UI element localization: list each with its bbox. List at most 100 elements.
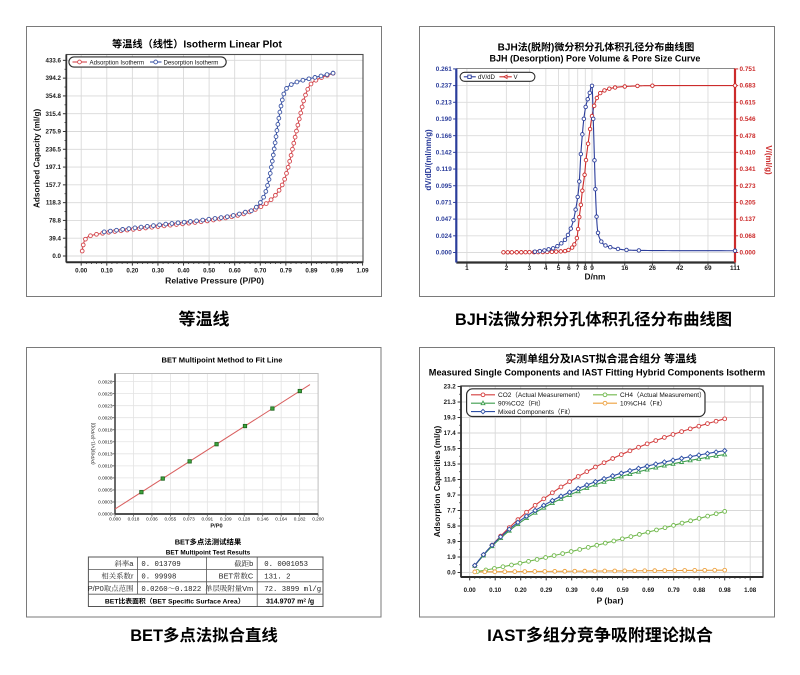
svg-text:0.018: 0.018 [128,517,140,522]
svg-text:1.09: 1.09 [357,268,370,275]
svg-text:0.055: 0.055 [165,517,177,522]
svg-text:0.39: 0.39 [566,587,579,594]
svg-text:157.7: 157.7 [46,182,62,189]
svg-text:0.1822: 0.1822 [175,586,201,594]
svg-text:BET: BET [219,572,234,581]
svg-text:0.0010: 0.0010 [98,464,113,469]
svg-text:BJH: BJH [498,43,518,54]
svg-text:0.146: 0.146 [257,517,269,522]
svg-text:0.036: 0.036 [146,517,158,522]
svg-text:0.182: 0.182 [294,517,306,522]
svg-text:0.190: 0.190 [436,116,452,123]
svg-text:0. 0001053: 0. 0001053 [264,561,308,569]
svg-text:Fit: Fit [531,401,538,408]
svg-text:10%CH4: 10%CH4 [620,401,646,408]
svg-text:8: 8 [584,265,588,272]
svg-text:0.683: 0.683 [740,83,756,90]
svg-text:Actual Measurement: Actual Measurement [640,392,700,399]
svg-text:0.60: 0.60 [229,268,242,275]
svg-text:0.00: 0.00 [464,587,477,594]
svg-text:236.5: 236.5 [46,146,62,153]
svg-text:(P/P0)/[V(1-(P/P0))]: (P/P0)/[V(1-(P/P0))] [90,423,96,465]
svg-text:0.0028: 0.0028 [98,379,113,384]
svg-text:0.751: 0.751 [740,66,756,73]
svg-text:7: 7 [576,265,580,272]
svg-text:0.047: 0.047 [436,216,452,223]
svg-text:Relative Pressure (P/P0): Relative Pressure (P/P0) [165,276,264,286]
svg-text:IAST: IAST [571,354,596,366]
svg-text:0.095: 0.095 [436,183,452,190]
svg-text:23.2: 23.2 [444,384,457,391]
svg-text:0.273: 0.273 [740,183,756,190]
svg-text:0.0025: 0.0025 [98,391,113,396]
svg-text:0.40: 0.40 [177,268,190,275]
svg-text:3: 3 [528,265,532,272]
svg-text:0.0005: 0.0005 [98,488,113,493]
svg-text:69: 69 [704,265,712,272]
svg-text:0.69: 0.69 [642,587,655,594]
svg-text:21.3: 21.3 [444,399,457,406]
svg-text:Measured Single Components and: Measured Single Components and IAST Fitt… [429,368,765,378]
svg-text:Adsorption Isotherm: Adsorption Isotherm [90,59,145,66]
svg-text:11.6: 11.6 [444,477,456,484]
svg-text:0.0020: 0.0020 [98,415,113,420]
svg-text:0.89: 0.89 [305,268,318,275]
svg-text:0.000: 0.000 [740,250,756,257]
svg-text:0. 013709: 0. 013709 [141,561,180,569]
svg-text:72. 3899 ml/g: 72. 3899 ml/g [264,586,321,594]
svg-text:0.261: 0.261 [436,66,452,73]
svg-text:1: 1 [465,265,469,272]
svg-text:0.99: 0.99 [331,268,344,275]
svg-text:78.8: 78.8 [49,218,62,225]
svg-text:0.0: 0.0 [52,253,61,260]
svg-text:0.98: 0.98 [719,587,732,594]
svg-text:5.8: 5.8 [447,523,456,530]
svg-text:39.4: 39.4 [49,235,62,242]
svg-text:6: 6 [567,265,571,272]
svg-text:D/nm: D/nm [585,272,606,282]
svg-text:0.213: 0.213 [436,99,452,106]
svg-text:Adsorption Capacities (ml/g): Adsorption Capacities (ml/g) [433,426,442,538]
svg-text:0.0000: 0.0000 [98,512,113,517]
svg-text:r: r [131,572,134,581]
svg-text:0.10: 0.10 [489,587,502,594]
svg-text:0.70: 0.70 [254,268,267,275]
svg-text:0.237: 0.237 [436,83,452,90]
svg-text:0.20: 0.20 [126,268,139,275]
svg-text:433.6: 433.6 [46,57,62,64]
svg-text:BET: BET [130,627,163,645]
svg-text:BJH (Desorption) Pore Volume &: BJH (Desorption) Pore Volume & Pore Size… [490,54,701,64]
svg-text:1.9: 1.9 [447,554,456,561]
svg-text:C: C [248,572,254,581]
svg-text:0.119: 0.119 [436,166,452,173]
svg-text:IAST: IAST [487,626,526,645]
svg-text:dV/dD/(ml/nm/g): dV/dD/(ml/nm/g) [424,129,433,191]
svg-text:a: a [129,559,134,568]
svg-text:0.546: 0.546 [740,116,756,123]
svg-text:Isotherm Linear Plot: Isotherm Linear Plot [183,40,282,51]
svg-text:354.8: 354.8 [46,93,62,100]
svg-text:7.7: 7.7 [447,508,456,515]
svg-text:26: 26 [649,265,657,272]
svg-text:BET: BET [105,599,119,606]
svg-text:0.128: 0.128 [238,517,250,522]
svg-text:): ) [551,43,554,54]
svg-text:Mixed Components: Mixed Components [498,409,555,416]
svg-text:0.88: 0.88 [693,587,706,594]
svg-text:Fit: Fit [561,409,568,416]
svg-text:16: 16 [621,265,629,272]
svg-text:315.4: 315.4 [46,111,62,118]
svg-text:0.0260: 0.0260 [141,586,167,594]
svg-text:0.341: 0.341 [740,166,756,173]
svg-text:Adsorbed Capacity (ml/g): Adsorbed Capacity (ml/g) [33,109,42,208]
svg-text:BJH: BJH [455,311,488,329]
svg-text:0.000: 0.000 [109,517,121,522]
svg-text:V/(ml/g): V/(ml/g) [764,145,773,175]
svg-text:394.2: 394.2 [46,75,62,82]
svg-text:0.0015: 0.0015 [98,439,113,444]
svg-text:0.091: 0.091 [201,517,213,522]
svg-text:P/P0: P/P0 [210,524,222,530]
svg-text:b: b [249,559,253,568]
svg-text:0.0: 0.0 [447,570,456,577]
svg-text:0.29: 0.29 [540,587,553,594]
